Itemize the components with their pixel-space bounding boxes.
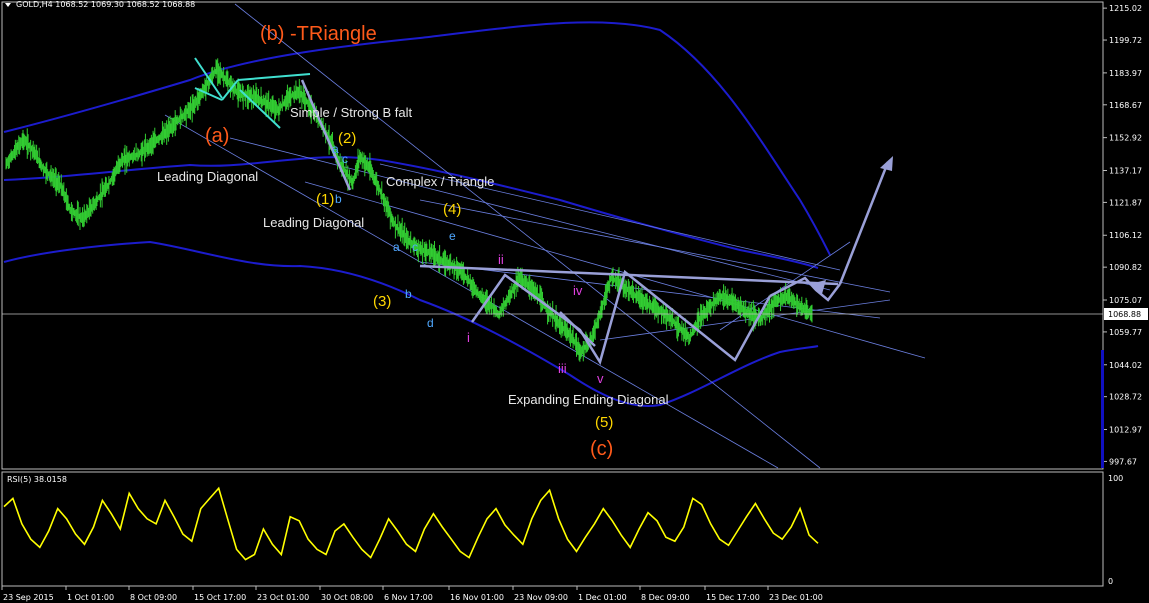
- rsi-header: RSI(5) 38.0158: [7, 475, 67, 484]
- x-tick-label: 23 Nov 09:00: [514, 593, 568, 602]
- scroll-marker: [1101, 350, 1104, 468]
- rsi-scale-bottom: 0: [1108, 577, 1113, 586]
- channel-line-upper-ed: [719, 241, 851, 331]
- label-r-iv: iv: [573, 283, 583, 298]
- label-r-iii: iii: [558, 361, 567, 376]
- dropdown-arrow-icon[interactable]: [5, 3, 11, 7]
- y-tick-label: 1199.72: [1109, 36, 1142, 45]
- y-tick-label: 1044.02: [1109, 361, 1142, 370]
- label-sub-c2: c: [412, 240, 418, 254]
- channel-line-leading-2: [304, 181, 926, 359]
- y-tick-label: 1012.97: [1109, 426, 1142, 435]
- x-tick-label: 1 Oct 01:00: [67, 593, 114, 602]
- x-tick-label: 23 Oct 01:00: [257, 593, 309, 602]
- breakout-arrow-shaft: [838, 161, 890, 285]
- breakout-arrow-icon: [880, 156, 893, 171]
- y-tick-label: 1090.82: [1109, 263, 1142, 272]
- y-tick-label: 1028.72: [1109, 393, 1142, 402]
- y-tick-label: 997.67: [1109, 457, 1137, 466]
- rsi-line: [3, 486, 819, 561]
- label-wave-3: (3): [373, 293, 391, 310]
- channel-line-lower-ed: [599, 299, 891, 341]
- x-tick-label: 8 Oct 09:00: [130, 593, 177, 602]
- label-sub-d2: d: [427, 316, 434, 330]
- triangle-lower: [239, 89, 281, 129]
- label-wave-2: (2): [338, 130, 356, 147]
- projection-arrow-icon: [810, 280, 826, 294]
- triangle-leg: [221, 79, 239, 101]
- time-axis: 23 Sep 2015 1 Oct 01:00 8 Oct 09:00 15 Oct …: [1, 586, 823, 602]
- y-tick-label: 1183.97: [1109, 69, 1142, 78]
- symbol-header: GOLD,H4 1068.52 1069.30 1068.52 1068.88: [16, 0, 195, 9]
- channel-line-upper-diagonal: [234, 3, 821, 469]
- label-expanding-ending: Expanding Ending Diagonal: [508, 392, 669, 407]
- label-sub-c1: c: [342, 152, 348, 166]
- x-tick-label: 6 Nov 17:00: [384, 593, 433, 602]
- triangle-leg: [194, 57, 223, 99]
- y-tick-label: 1059.77: [1109, 328, 1142, 337]
- y-tick-label: 1137.17: [1109, 166, 1142, 175]
- y-tick-label: 1168.67: [1109, 101, 1142, 110]
- channel-line-complex: [379, 163, 841, 271]
- rsi-scale-top: 100: [1108, 474, 1123, 483]
- x-tick-label: 30 Oct 08:00: [321, 593, 373, 602]
- ending-diagonal-path: [470, 269, 772, 366]
- x-tick-label: 8 Dec 09:00: [641, 593, 690, 602]
- x-tick-label: 23 Sep 2015: [3, 593, 54, 602]
- channel-line-wave4: [419, 199, 891, 293]
- wave-iii-line: [559, 311, 596, 347]
- label-simple-strong: Simple / Strong B falt: [290, 105, 412, 120]
- label-sub-b2: b: [405, 287, 412, 301]
- label-r-v: v: [597, 371, 604, 386]
- rsi-panel-frame: [1, 471, 1104, 587]
- y-tick-label: 1215.02: [1109, 4, 1142, 13]
- channel-line-leading-1: [229, 137, 831, 291]
- label-wave-1: (1): [316, 191, 334, 208]
- label-leading-diagonal-2: Leading Diagonal: [263, 215, 364, 230]
- current-price-tag: [1104, 308, 1148, 320]
- label-r-i: i: [467, 330, 470, 345]
- label-sub-a1: a: [332, 142, 339, 156]
- x-tick-label: 23 Dec 01:00: [769, 593, 823, 602]
- label-wave-4: (4): [443, 201, 461, 218]
- label-complex-triangle: Complex / Triangle: [386, 174, 494, 189]
- label-wave-c: (c): [590, 438, 613, 460]
- label-b-triangle: (b) -TRiangle: [260, 23, 377, 45]
- y-tick-label: 1152.92: [1109, 134, 1142, 143]
- label-sub-e2: e: [449, 229, 456, 243]
- label-wave-5: (5): [595, 414, 613, 431]
- label-wave-a: (a): [205, 125, 229, 147]
- y-tick-label: 1121.87: [1109, 198, 1142, 207]
- price-axis: 1215.02 1199.72 1183.97 1168.67 1152.92 1137.…: [1103, 4, 1142, 466]
- current-price-label: 1068.88: [1108, 310, 1141, 319]
- x-tick-label: 1 Dec 01:00: [578, 593, 627, 602]
- x-tick-label: 16 Nov 01:00: [450, 593, 504, 602]
- wave-line-a: [300, 79, 352, 191]
- x-tick-label: 15 Dec 17:00: [706, 593, 760, 602]
- wave-annotations: (b) -TRiangle (a) (c) Simple / Strong B …: [157, 23, 669, 460]
- triangle-leg: [194, 87, 223, 101]
- x-tick-label: 15 Oct 17:00: [194, 593, 246, 602]
- middle-band: [3, 156, 819, 269]
- label-leading-diagonal-1: Leading Diagonal: [157, 169, 258, 184]
- label-sub-a2: a: [393, 240, 400, 254]
- upper-band: [3, 21, 831, 256]
- channel-lines: [164, 3, 926, 469]
- wave-pattern-lines: [300, 79, 890, 366]
- y-tick-label: 1075.07: [1109, 296, 1142, 305]
- label-sub-b1: b: [335, 192, 342, 206]
- b-triangle-pattern: [194, 57, 311, 129]
- wave-projection: [769, 276, 841, 302]
- triangle-top-line: [419, 264, 839, 286]
- y-tick-label: 1106.12: [1109, 231, 1142, 240]
- price-bars: [5, 58, 813, 362]
- triangle-upper: [237, 73, 311, 81]
- label-r-ii: ii: [498, 252, 504, 267]
